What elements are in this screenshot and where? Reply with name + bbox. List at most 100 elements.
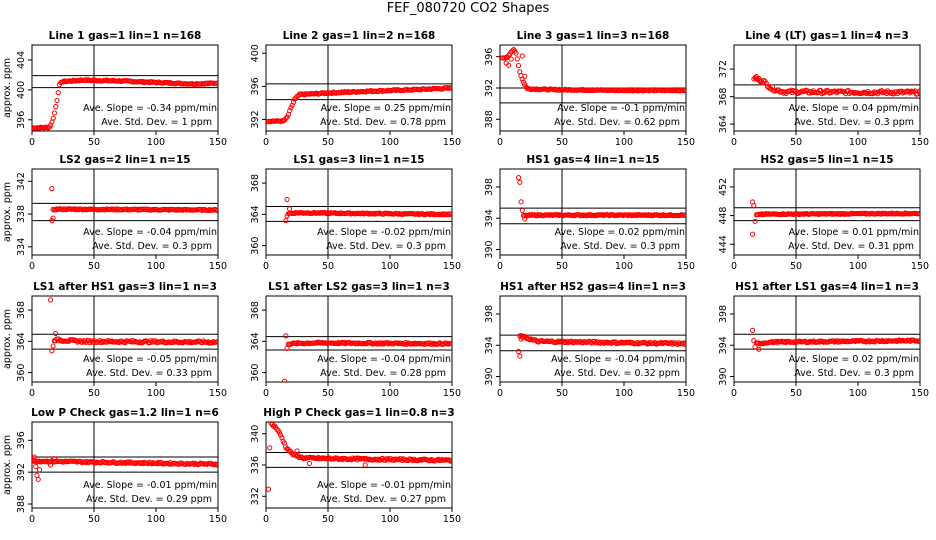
data-points — [49, 186, 218, 224]
plot-frame — [733, 44, 921, 132]
panel-title: HS2 gas=5 lin=1 n=15 — [760, 154, 893, 166]
data-point — [286, 206, 293, 212]
data-point — [284, 114, 290, 120]
x-tick-label: 0 — [731, 388, 737, 399]
x-tick-label: 150 — [443, 514, 461, 525]
y-tick-label: 340 — [250, 425, 261, 443]
x-tick-label: 0 — [29, 388, 35, 399]
data-point — [283, 218, 289, 224]
y-tick-label: 360 — [250, 237, 261, 255]
x-tick-label: 100 — [381, 514, 399, 525]
reference-lines — [266, 422, 452, 508]
data-points — [750, 327, 920, 352]
x-tick-label: 150 — [209, 261, 227, 272]
panel: LS2 gas=2 lin=1 n=15 0 50 100 150 334 338 342ap… — [2, 154, 227, 272]
data-point — [51, 110, 58, 116]
x-tick-label: 50 — [790, 261, 802, 272]
y-tick-label: 400 — [250, 44, 261, 62]
x-tick-label: 0 — [497, 388, 503, 399]
reference-lines — [500, 169, 686, 255]
x-tick-label: 150 — [443, 137, 461, 148]
data-point — [751, 202, 757, 209]
panel: HS1 after HS2 gas=4 lin=1 n=3 0 50 100 150 39… — [484, 281, 695, 399]
x-tick-label: 0 — [731, 261, 737, 272]
panel: High P Check gas=1 lin=0.8 n=3 0 50 100 150 3… — [250, 407, 461, 525]
data-point — [331, 456, 337, 462]
data-point — [753, 74, 759, 80]
data-point — [516, 348, 522, 355]
panel: HS1 gas=4 lin=1 n=15 0 50 100 150 390 394 398 Av… — [484, 154, 695, 272]
panel-title: LS2 gas=2 lin=1 n=15 — [59, 154, 190, 166]
data-point — [506, 62, 512, 68]
data-point — [516, 175, 522, 181]
data-point — [917, 88, 920, 94]
data-point — [392, 457, 398, 463]
x-tick-label: 100 — [849, 261, 867, 272]
slope-annotation: Ave. Slope = -0.34 ppm/min — [83, 103, 217, 114]
x-tick-label: 50 — [322, 261, 334, 272]
data-point — [917, 210, 920, 216]
data-point — [514, 56, 520, 62]
y-tick-label: 392 — [484, 79, 495, 97]
x-tick-label: 150 — [677, 261, 695, 272]
data-point — [287, 108, 293, 114]
slope-annotation: Ave. Slope = 0.02 ppm/min — [555, 227, 685, 238]
x-tick-label: 50 — [322, 137, 334, 148]
y-tick-label: 368 — [16, 301, 27, 319]
stddev-annotation: Ave. Std. Dev. = 0.3 ppm — [794, 368, 914, 379]
panel: Line 2 gas=1 lin=2 n=168 0 50 100 150 392 396 4… — [250, 30, 461, 148]
data-points — [266, 422, 452, 492]
panel-title: HS1 after LS1 gas=4 lin=1 n=3 — [735, 281, 919, 293]
stddev-annotation: Ave. Std. Dev. = 1 ppm — [101, 117, 212, 128]
stddev-annotation: Ave. Std. Dev. = 0.62 ppm — [554, 117, 680, 128]
data-point — [283, 115, 289, 121]
data-point — [916, 89, 920, 95]
data-point — [36, 467, 43, 473]
data-point — [151, 339, 158, 345]
data-point — [57, 206, 64, 212]
data-point — [519, 53, 525, 59]
x-tick-label: 50 — [88, 261, 100, 272]
slope-annotation: Ave. Slope = 0.02 ppm/min — [789, 354, 919, 365]
slope-annotation: Ave. Slope = -0.01 ppm/min — [317, 480, 451, 491]
y-tick-label: 338 — [16, 205, 27, 223]
y-tick-label: 364 — [16, 332, 27, 350]
panel-title: Line 4 (LT) gas=1 lin=4 n=3 — [745, 30, 909, 42]
data-point — [335, 339, 342, 346]
data-point — [522, 81, 528, 87]
data-point — [519, 76, 525, 82]
data-point — [901, 211, 907, 217]
data-point — [48, 462, 54, 468]
panel-title: HS1 after HS2 gas=4 lin=1 n=3 — [500, 281, 686, 293]
x-tick-label: 50 — [556, 261, 568, 272]
panel: HS2 gas=5 lin=1 n=15 0 50 100 150 444 448 452 Av… — [718, 154, 929, 272]
data-points — [751, 74, 920, 97]
data-point — [215, 462, 218, 468]
panel-title: High P Check gas=1 lin=0.8 n=3 — [263, 407, 454, 419]
x-tick-label: 100 — [147, 261, 165, 272]
y-tick-label: 396 — [16, 431, 27, 449]
data-point — [49, 186, 55, 192]
data-point — [506, 52, 512, 59]
data-point — [917, 338, 920, 344]
panel: LS1 gas=3 lin=1 n=15 0 50 100 150 360 364 368 Av… — [250, 154, 461, 272]
y-tick-label: 360 — [250, 364, 261, 382]
data-point — [757, 77, 763, 83]
y-tick-label: 444 — [718, 235, 729, 253]
data-point — [212, 461, 218, 467]
data-point — [518, 336, 524, 342]
data-point — [362, 462, 368, 468]
slope-annotation: Ave. Slope = 0.04 ppm/min — [789, 103, 919, 114]
panel-title: Line 1 gas=1 lin=1 n=168 — [49, 30, 202, 42]
data-point — [48, 122, 54, 128]
reference-lines — [266, 296, 452, 382]
stddev-annotation: Ave. Std. Dev. = 0.78 ppm — [320, 117, 446, 128]
data-point — [54, 97, 60, 104]
y-tick-label: 394 — [484, 209, 495, 227]
data-point — [404, 341, 410, 347]
data-point — [306, 460, 312, 467]
y-tick-label: 390 — [484, 367, 495, 385]
y-tick-label: 452 — [718, 178, 729, 196]
data-point — [50, 343, 56, 349]
data-point — [53, 104, 59, 110]
